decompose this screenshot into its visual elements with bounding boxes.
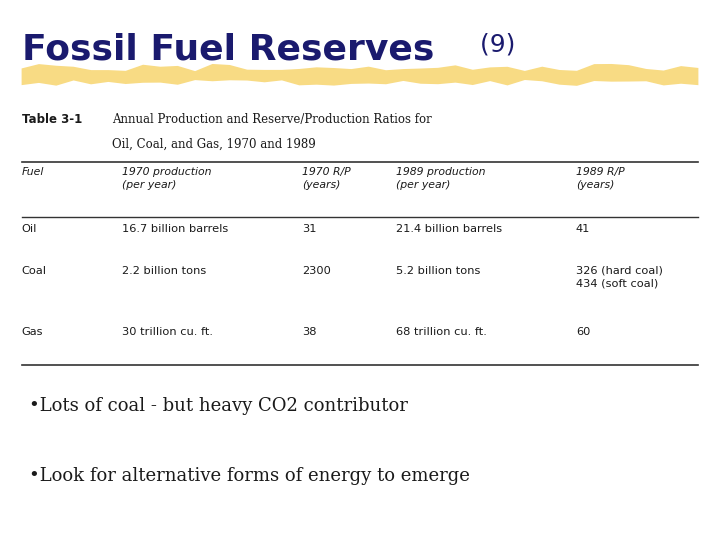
Text: 21.4 billion barrels: 21.4 billion barrels: [396, 224, 502, 234]
Text: 38: 38: [302, 327, 317, 337]
Polygon shape: [22, 64, 698, 86]
Text: 2300: 2300: [302, 266, 331, 276]
Text: 30 trillion cu. ft.: 30 trillion cu. ft.: [122, 327, 213, 337]
Text: 326 (hard coal)
434 (soft coal): 326 (hard coal) 434 (soft coal): [576, 266, 663, 288]
Text: •Lots of coal - but heavy CO2 contributor: •Lots of coal - but heavy CO2 contributo…: [29, 397, 408, 415]
Text: (9): (9): [472, 32, 515, 56]
Text: 68 trillion cu. ft.: 68 trillion cu. ft.: [396, 327, 487, 337]
Text: Gas: Gas: [22, 327, 43, 337]
Text: 1970 R/P
(years): 1970 R/P (years): [302, 167, 351, 190]
Text: 60: 60: [576, 327, 590, 337]
Text: Fuel: Fuel: [22, 167, 44, 178]
Text: Oil, Coal, and Gas, 1970 and 1989: Oil, Coal, and Gas, 1970 and 1989: [112, 138, 315, 151]
Text: Table 3-1: Table 3-1: [22, 113, 82, 126]
Text: 5.2 billion tons: 5.2 billion tons: [396, 266, 480, 276]
Text: 1989 production
(per year): 1989 production (per year): [396, 167, 485, 190]
Text: Annual Production and Reserve/Production Ratios for: Annual Production and Reserve/Production…: [112, 113, 431, 126]
Text: Coal: Coal: [22, 266, 47, 276]
Text: 31: 31: [302, 224, 317, 234]
Text: Fossil Fuel Reserves: Fossil Fuel Reserves: [22, 32, 434, 66]
Text: 2.2 billion tons: 2.2 billion tons: [122, 266, 207, 276]
Text: 1970 production
(per year): 1970 production (per year): [122, 167, 212, 190]
Text: •Look for alternative forms of energy to emerge: •Look for alternative forms of energy to…: [29, 467, 469, 485]
Text: 41: 41: [576, 224, 590, 234]
Text: 16.7 billion barrels: 16.7 billion barrels: [122, 224, 229, 234]
Text: 1989 R/P
(years): 1989 R/P (years): [576, 167, 625, 190]
Text: Oil: Oil: [22, 224, 37, 234]
